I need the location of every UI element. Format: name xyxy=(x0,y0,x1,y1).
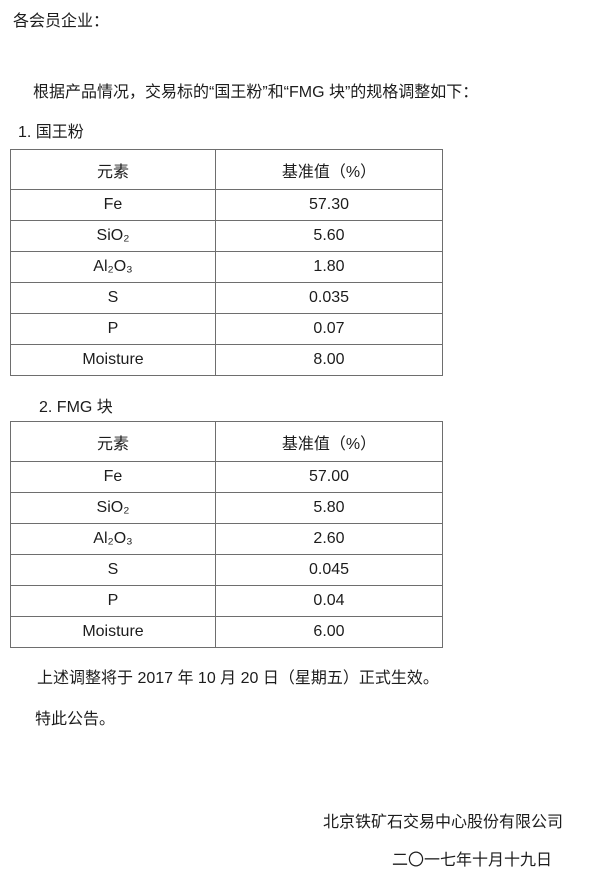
table-header-row: 元素 基准值（%） xyxy=(10,149,443,190)
closing-statement: 特此公告。 xyxy=(35,711,116,728)
element-name-cell: S xyxy=(10,554,216,586)
column-header-baseline-value: 基准值（%） xyxy=(215,149,443,190)
section-heading-fmg-lump: 2. FMG 块 xyxy=(39,399,113,416)
element-name-cell: Fe xyxy=(10,461,216,493)
section-heading-guowang-fines: 1. 国王粉 xyxy=(18,124,84,141)
baseline-value-cell: 5.60 xyxy=(215,220,443,252)
baseline-value-cell: 0.07 xyxy=(215,313,443,345)
baseline-value-cell: 0.045 xyxy=(215,554,443,586)
baseline-value-cell: 57.00 xyxy=(215,461,443,493)
element-name-cell: SiO₂ xyxy=(10,220,216,252)
baseline-value-cell: 0.04 xyxy=(215,585,443,617)
intro-paragraph: 根据产品情况，交易标的“国王粉”和“FMG 块”的规格调整如下： xyxy=(33,84,479,101)
column-header-baseline-value: 基准值（%） xyxy=(215,421,443,462)
element-name-cell: Fe xyxy=(10,189,216,221)
table-row: P 0.04 xyxy=(10,585,443,617)
table-header-row: 元素 基准值（%） xyxy=(10,421,443,462)
column-header-element: 元素 xyxy=(10,421,216,462)
element-name-cell: Moisture xyxy=(10,344,216,376)
table-row: SiO₂ 5.80 xyxy=(10,492,443,524)
issuer-company-name: 北京铁矿石交易中心股份有限公司 xyxy=(322,814,563,831)
baseline-value-cell: 8.00 xyxy=(215,344,443,376)
table-row: S 0.045 xyxy=(10,554,443,586)
table-row: P 0.07 xyxy=(10,313,443,345)
element-name-cell: S xyxy=(10,282,216,314)
effective-date-note: 上述调整将于 2017 年 10 月 20 日（星期五）正式生效。 xyxy=(37,670,439,687)
element-name-cell: P xyxy=(10,313,216,345)
element-name-cell: Moisture xyxy=(10,616,216,648)
baseline-value-cell: 5.80 xyxy=(215,492,443,524)
table-row: Al₂O₃ 2.60 xyxy=(10,523,443,555)
element-name-cell: P xyxy=(10,585,216,617)
table-row: Fe 57.30 xyxy=(10,189,443,221)
issue-date: 二〇一七年十月十九日 xyxy=(391,852,552,869)
salutation-text: 各会员企业： xyxy=(13,13,110,30)
table-row: SiO₂ 5.60 xyxy=(10,220,443,252)
spec-table-fmg-lump: 元素 基准值（%） Fe 57.00 SiO₂ 5.80 Al₂O₃ 2.60 S 0.045 P 0… xyxy=(10,421,443,648)
element-name-cell: Al₂O₃ xyxy=(10,523,216,555)
baseline-value-cell: 2.60 xyxy=(215,523,443,555)
element-name-cell: Al₂O₃ xyxy=(10,251,216,283)
table-row: S 0.035 xyxy=(10,282,443,314)
baseline-value-cell: 1.80 xyxy=(215,251,443,283)
table-row: Moisture 6.00 xyxy=(10,616,443,648)
column-header-element: 元素 xyxy=(10,149,216,190)
table-row: Moisture 8.00 xyxy=(10,344,443,376)
element-name-cell: SiO₂ xyxy=(10,492,216,524)
baseline-value-cell: 6.00 xyxy=(215,616,443,648)
table-row: Al₂O₃ 1.80 xyxy=(10,251,443,283)
table-row: Fe 57.00 xyxy=(10,461,443,493)
baseline-value-cell: 0.035 xyxy=(215,282,443,314)
spec-table-guowang-fines: 元素 基准值（%） Fe 57.30 SiO₂ 5.60 Al₂O₃ 1.80 S 0.035 P 0… xyxy=(10,149,443,376)
baseline-value-cell: 57.30 xyxy=(215,189,443,221)
